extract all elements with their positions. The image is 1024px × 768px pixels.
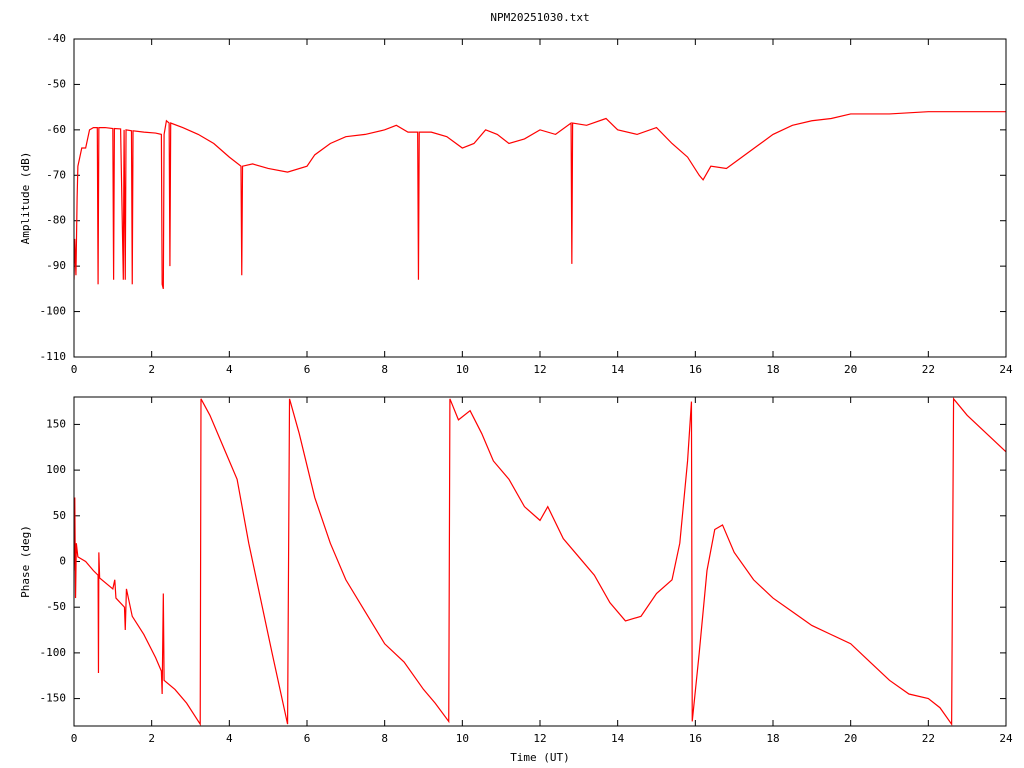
x-tick-label: 12 <box>533 363 546 376</box>
chart-title: NPM20251030.txt <box>490 11 589 24</box>
x-axis-label: Time (UT) <box>510 751 570 764</box>
y-tick-label: 50 <box>53 509 66 522</box>
x-tick-label: 0 <box>71 363 78 376</box>
y-tick-label: -70 <box>46 168 66 181</box>
y-tick-label: -50 <box>46 77 66 90</box>
x-tick-label: 20 <box>844 363 857 376</box>
x-tick-label: 8 <box>381 732 388 745</box>
y-tick-label: -40 <box>46 32 66 45</box>
x-tick-label: 4 <box>226 732 233 745</box>
y-axis-label: Amplitude (dB) <box>19 152 32 245</box>
x-tick-label: 10 <box>456 363 469 376</box>
y-tick-label: -80 <box>46 214 66 227</box>
x-tick-label: 6 <box>304 363 311 376</box>
x-tick-label: 14 <box>611 363 625 376</box>
data-line <box>74 397 1006 726</box>
x-tick-label: 20 <box>844 732 857 745</box>
x-tick-label: 2 <box>148 363 155 376</box>
y-tick-label: 150 <box>46 417 66 430</box>
x-tick-label: 18 <box>766 732 779 745</box>
y-tick-label: 100 <box>46 463 66 476</box>
plot-frame <box>73 396 1007 727</box>
x-tick-label: 14 <box>611 732 625 745</box>
y-tick-label: -50 <box>46 600 66 613</box>
x-tick-label: 24 <box>999 363 1013 376</box>
x-tick-label: 12 <box>533 732 546 745</box>
y-tick-label: 0 <box>59 555 66 568</box>
x-tick-label: 2 <box>148 732 155 745</box>
x-tick-label: 18 <box>766 363 779 376</box>
x-tick-label: 24 <box>999 732 1013 745</box>
x-tick-label: 8 <box>381 363 388 376</box>
y-tick-label: -150 <box>40 692 67 705</box>
y-tick-label: -100 <box>40 305 67 318</box>
y-tick-label: -110 <box>40 350 67 363</box>
x-tick-label: 4 <box>226 363 233 376</box>
x-tick-label: 16 <box>689 732 702 745</box>
y-tick-label: -90 <box>46 259 66 272</box>
x-tick-label: 22 <box>922 732 935 745</box>
data-line <box>74 111 1006 290</box>
x-tick-label: 0 <box>71 732 78 745</box>
y-tick-label: -100 <box>40 646 67 659</box>
plot-frame <box>73 38 1007 358</box>
x-tick-label: 6 <box>304 732 311 745</box>
x-tick-label: 22 <box>922 363 935 376</box>
x-tick-label: 16 <box>689 363 702 376</box>
x-tick-label: 10 <box>456 732 469 745</box>
y-axis-label: Phase (deg) <box>19 525 32 598</box>
y-tick-label: -60 <box>46 123 66 136</box>
